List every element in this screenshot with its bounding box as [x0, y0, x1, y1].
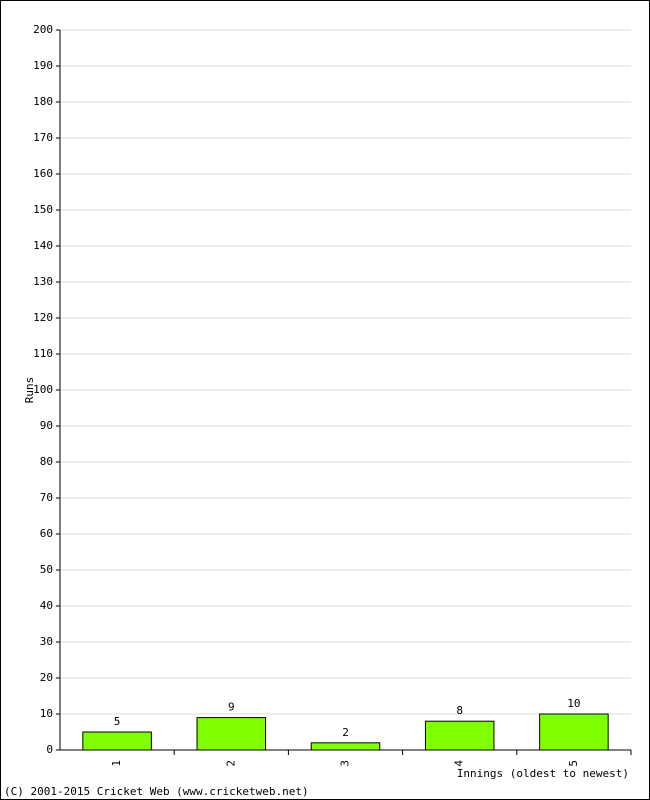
x-tick-label: 3: [339, 760, 352, 767]
y-tick-label: 130: [33, 275, 53, 288]
x-tick-label: 1: [110, 760, 123, 767]
y-tick-label: 40: [40, 599, 53, 612]
x-tick-label: 5: [567, 760, 580, 767]
y-tick-label: 180: [33, 95, 53, 108]
y-tick-label: 10: [40, 707, 53, 720]
data-label: 9: [228, 701, 235, 714]
y-tick-label: 170: [33, 131, 53, 144]
y-tick-label: 70: [40, 491, 53, 504]
y-tick-label: 100: [33, 383, 53, 396]
bar: [424, 720, 495, 751]
data-label: 8: [456, 704, 463, 717]
y-tick-label: 120: [33, 311, 53, 324]
y-axis-label: Runs: [23, 377, 36, 404]
bar: [82, 731, 152, 751]
y-tick-label: 150: [33, 203, 53, 216]
y-tick-label: 140: [33, 239, 53, 252]
footer: (C) 2001-2015 Cricket Web (www.cricketwe…: [4, 785, 309, 798]
bar: [310, 742, 381, 751]
data-label: 10: [567, 697, 580, 710]
y-tick-label: 110: [33, 347, 53, 360]
y-tick-label: 20: [40, 671, 53, 684]
y-tick-label: 0: [46, 743, 53, 756]
bar: [196, 717, 267, 751]
x-axis-label: Innings (oldest to newest): [457, 767, 629, 780]
x-tick-label: 2: [224, 760, 237, 767]
data-label: 5: [114, 715, 121, 728]
x-tick-label: 4: [453, 760, 466, 767]
y-tick-label: 90: [40, 419, 53, 432]
bar: [539, 713, 609, 751]
y-tick-label: 50: [40, 563, 53, 576]
y-tick-label: 30: [40, 635, 53, 648]
y-tick-label: 190: [33, 59, 53, 72]
y-tick-label: 160: [33, 167, 53, 180]
data-label: 2: [342, 726, 349, 739]
y-tick-label: 200: [33, 23, 53, 36]
y-tick-label: 80: [40, 455, 53, 468]
y-tick-label: 60: [40, 527, 53, 540]
